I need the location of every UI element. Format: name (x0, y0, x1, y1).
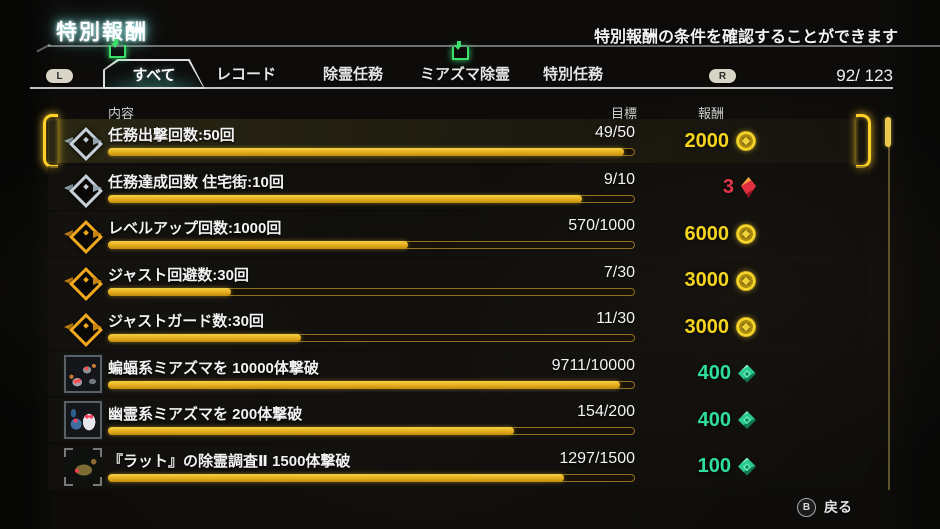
row-goal-value: 9711/10000 (551, 356, 635, 374)
reward-value: 3000 (684, 269, 730, 291)
tab-special-missions[interactable]: 特別任務 (542, 66, 604, 83)
rat-portrait (64, 447, 102, 486)
r-shoulder-button[interactable]: R (709, 69, 736, 83)
row-title: 任務出撃回数:50回 (108, 127, 235, 144)
progress-bar (108, 287, 635, 296)
row-reward: 6000 (655, 212, 756, 256)
row-reward: 3000 (655, 305, 756, 349)
reward-value: 400 (697, 362, 731, 384)
scrollbar-track (888, 118, 890, 490)
table-row[interactable]: 任務達成回数 住宅街:10回 9/10 3 (48, 165, 868, 210)
mission-emblem-icon (64, 217, 103, 254)
coin-icon (736, 224, 756, 244)
progress-bar (108, 241, 635, 249)
table-row[interactable]: ジャストガード数:30回 11/30 3000 (48, 305, 868, 349)
row-reward: 400 (657, 398, 756, 442)
green-gem-icon (738, 364, 756, 383)
progress-bar (108, 427, 635, 435)
row-title: ジャストガード数:30回 (108, 313, 264, 330)
progress-bar (108, 148, 635, 156)
row-goal-value: 7/30 (603, 263, 635, 281)
row-reward: 3 (660, 166, 756, 210)
table-row[interactable]: レベルアップ回数:1000回 570/1000 6000 (48, 212, 868, 256)
table-row[interactable]: 幽霊系ミアズマを 200体撃破 154/200 400 (48, 398, 868, 442)
footer-controls: B 戻る (797, 497, 852, 517)
row-goal-value: 11/30 (596, 310, 635, 327)
row-goal-value: 1297/1500 (559, 449, 635, 467)
row-reward: 3000 (655, 259, 756, 303)
header-divider (48, 45, 940, 47)
tab-record[interactable]: レコード (215, 66, 277, 83)
progress-bar (108, 380, 635, 389)
reward-value: 2000 (684, 129, 730, 152)
green-gem-icon (738, 457, 756, 476)
row-goal-value: 570/1000 (568, 217, 635, 234)
table-row[interactable]: 任務出撃回数:50回 49/50 2000 (43, 114, 871, 168)
row-title: 任務達成回数 住宅街:10回 (108, 173, 284, 191)
row-title: 蝙蝠系ミアズマを 10000体撃破 (108, 359, 319, 377)
progress-bar (108, 473, 635, 482)
tab-exorcism-missions[interactable]: 除霊任務 (322, 66, 384, 83)
coin-icon (736, 270, 756, 291)
row-goal-value: 154/200 (577, 403, 635, 420)
tab-all-label: すべて (132, 66, 176, 84)
row-reward: 400 (657, 352, 756, 396)
reward-count: 92/ 123 (836, 66, 893, 85)
hint-text: 特別報酬の条件を確認することができます (593, 29, 898, 46)
column-goal: 目標 (610, 106, 637, 121)
page-title: 特別報酬 (56, 21, 148, 44)
reward-value: 100 (697, 455, 731, 477)
mission-emblem-icon (64, 124, 103, 161)
back-label: 戻る (824, 499, 852, 515)
mission-emblem-icon (64, 310, 103, 347)
progress-bar (108, 194, 635, 203)
b-button-icon[interactable]: B (797, 497, 816, 517)
reward-value: 6000 (684, 222, 730, 245)
mission-emblem-icon (64, 171, 103, 208)
new-download-icon (452, 41, 469, 60)
reward-value: 3000 (684, 315, 730, 338)
column-headers: 内容 目標 報酬 (48, 103, 868, 121)
tab-miasma-exorcism[interactable]: ミアズマ除霊 (419, 66, 511, 83)
reward-list: 任務出撃回数:50回 49/50 2000 任務達成回数 住宅街:10回 9/1… (43, 114, 871, 489)
coin-icon (736, 131, 756, 151)
red-gem-icon (741, 177, 756, 198)
ghost-miasma-portrait (64, 401, 102, 439)
progress-bar (108, 334, 635, 342)
row-reward: 2000 (655, 119, 756, 163)
header-divider-diagonal (36, 43, 51, 52)
bat-miasma-portrait (64, 354, 102, 393)
new-download-icon (109, 39, 126, 58)
column-reward: 報酬 (697, 106, 724, 121)
scrollbar-thumb[interactable] (885, 117, 891, 147)
mission-emblem-icon (64, 264, 103, 301)
l-shoulder-button[interactable]: L (46, 69, 73, 83)
table-row[interactable]: ジャスト回避数:30回 7/30 3000 (48, 258, 868, 303)
row-reward: 100 (657, 445, 756, 489)
coin-icon (736, 317, 756, 337)
row-goal-value: 49/50 (594, 124, 635, 141)
reward-value: 400 (697, 408, 731, 431)
table-row[interactable]: 蝙蝠系ミアズマを 10000体撃破 9711/10000 400 (48, 351, 868, 396)
row-title: 『ラット』の除霊調査Ⅱ 1500体撃破 (108, 452, 351, 470)
tab-all[interactable]: すべて (103, 59, 205, 89)
row-title: レベルアップ回数:1000回 (108, 220, 282, 237)
reward-value: 3 (722, 176, 734, 198)
tab-underline (30, 87, 893, 89)
green-gem-icon (738, 411, 756, 429)
row-goal-value: 9/10 (603, 170, 635, 188)
row-title: 幽霊系ミアズマを 200体撃破 (108, 406, 303, 423)
column-content: 内容 (108, 106, 135, 121)
row-title: ジャスト回避数:30回 (108, 266, 249, 284)
table-row[interactable]: 『ラット』の除霊調査Ⅱ 1500体撃破 1297/1500 100 (48, 444, 868, 489)
